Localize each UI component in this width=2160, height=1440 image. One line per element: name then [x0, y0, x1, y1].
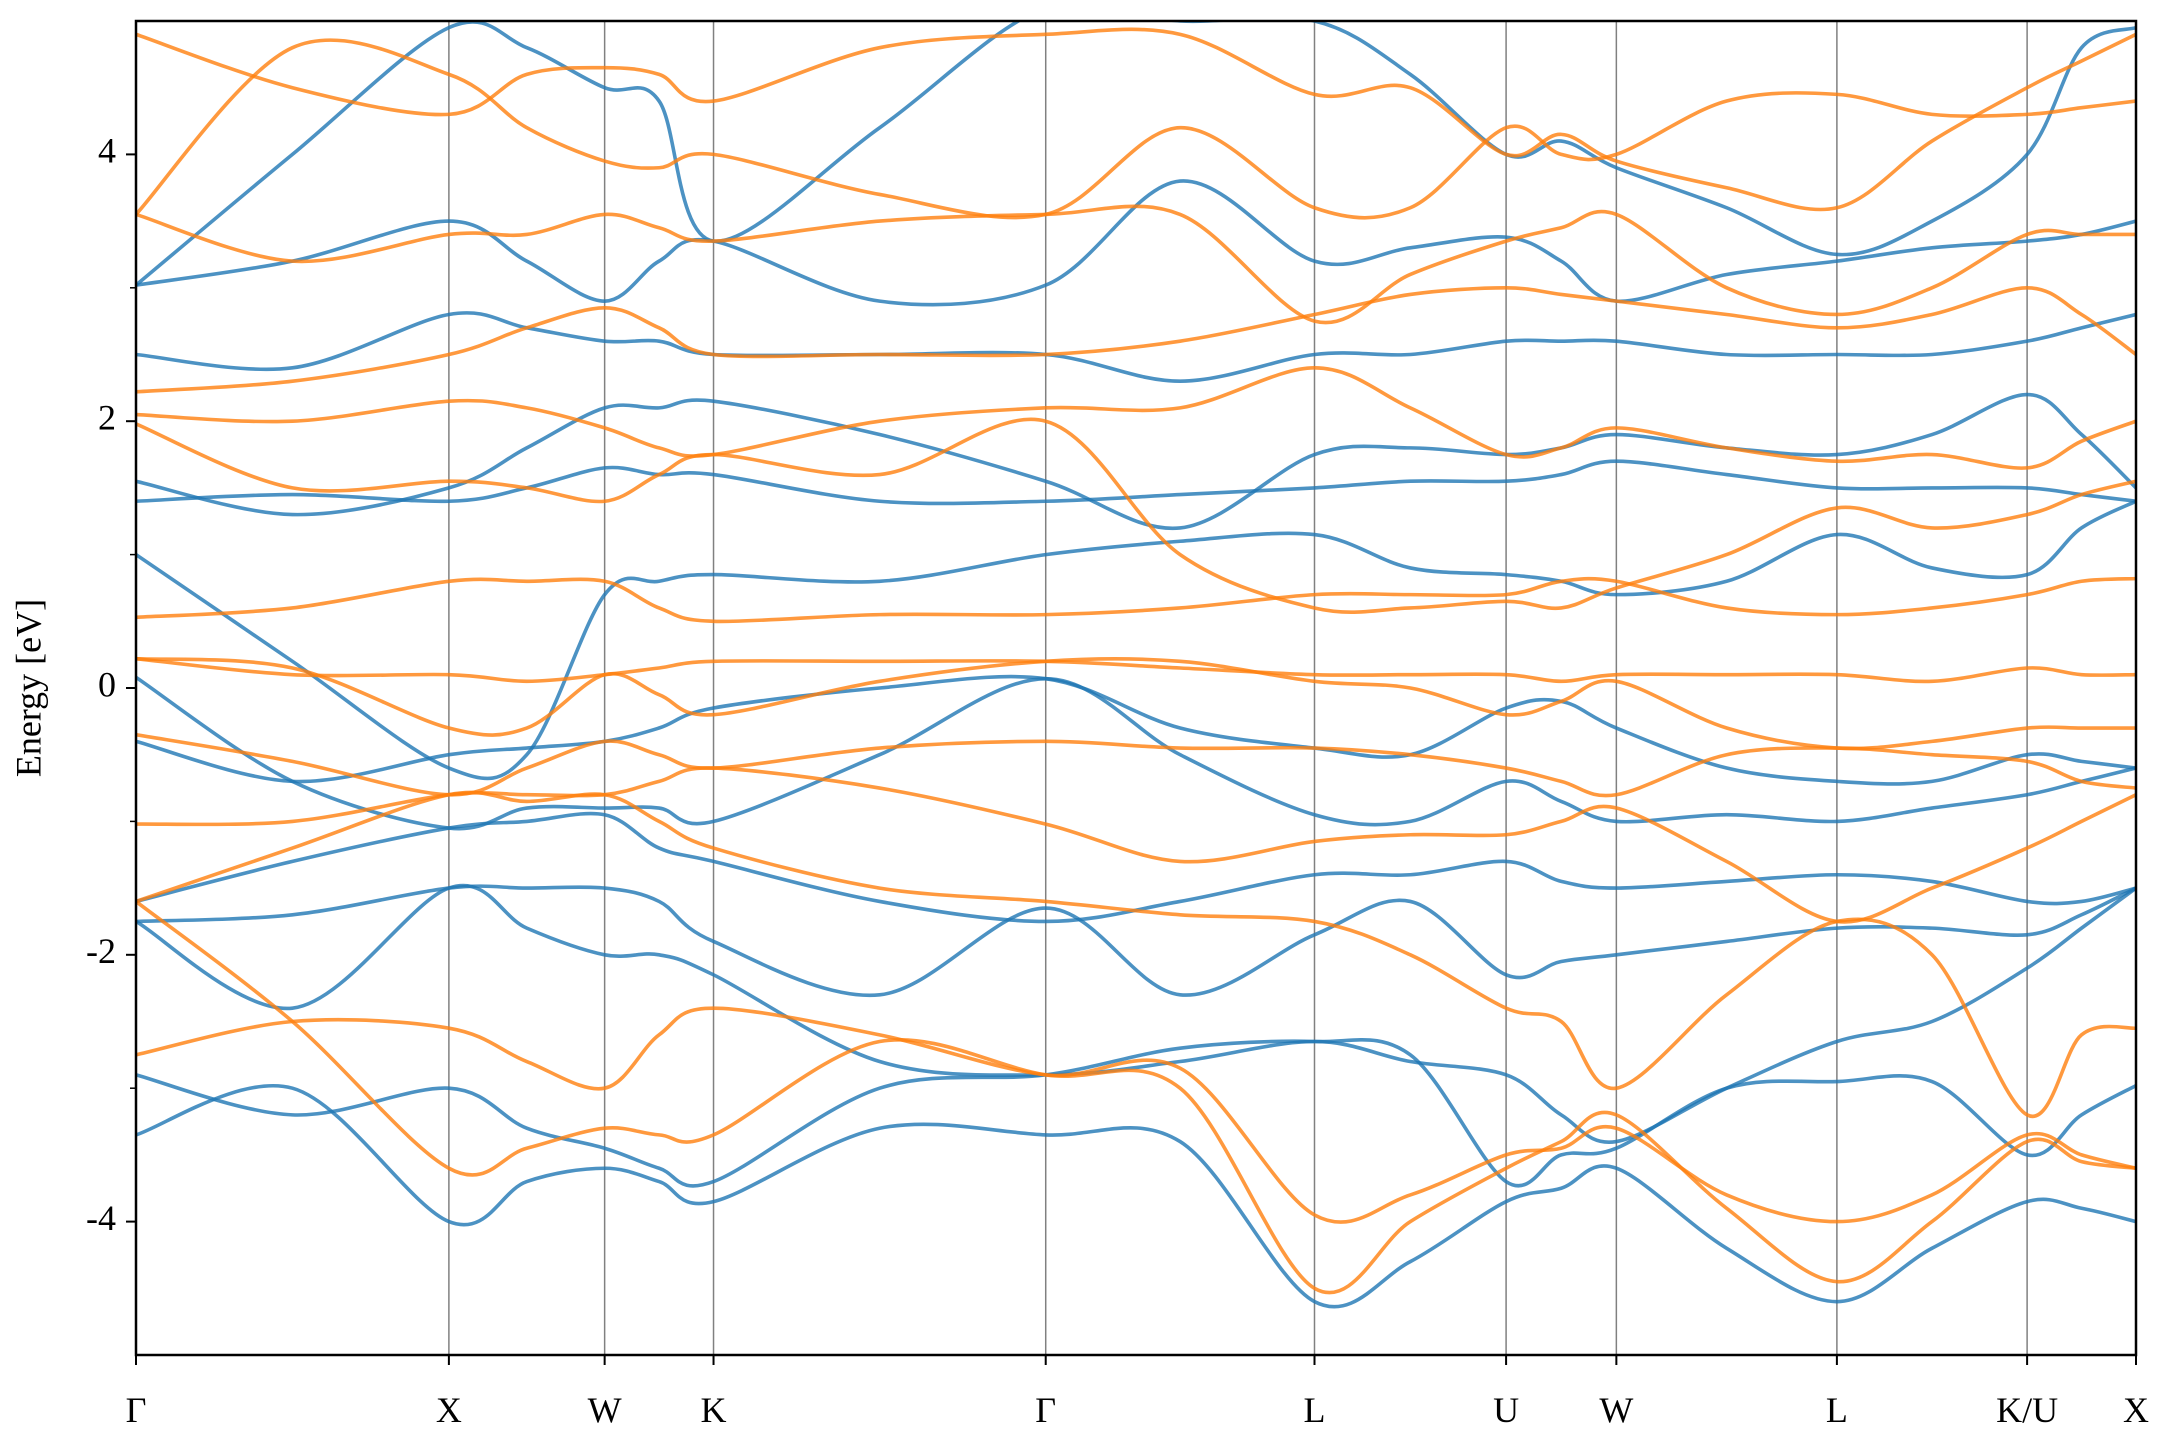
- x-tick-label: X: [436, 1390, 462, 1430]
- band-line: [136, 674, 2136, 786]
- band-line: [136, 417, 2136, 614]
- x-tick-label: L: [1826, 1390, 1848, 1430]
- x-tick-label: X: [2123, 1390, 2149, 1430]
- band-line: [136, 900, 2136, 1295]
- band-line: [136, 675, 2136, 831]
- x-tick-label: W: [1599, 1390, 1633, 1430]
- y-tick-label: 4: [98, 131, 116, 171]
- x-tick-label: K/U: [1996, 1390, 2058, 1430]
- x-tick-label: W: [588, 1390, 622, 1430]
- y-tick-label: 0: [98, 664, 116, 704]
- x-tick-label: U: [1493, 1390, 1519, 1430]
- band-line: [136, 883, 2136, 1144]
- band-line: [136, 27, 2136, 212]
- band-line: [136, 392, 2136, 531]
- band-line: [136, 766, 2136, 924]
- x-tick-label: K: [701, 1390, 727, 1430]
- band-line: [136, 179, 2136, 307]
- band-line: [136, 656, 2136, 751]
- band-line: [136, 576, 2136, 624]
- x-tick-label: Γ: [1035, 1390, 1056, 1430]
- band-line: [136, 21, 2136, 287]
- y-tick-label: -4: [86, 1198, 116, 1238]
- x-tick-label: Γ: [126, 1390, 147, 1430]
- band-line: [136, 1084, 2136, 1309]
- band-line: [136, 811, 2136, 924]
- bands-layer: [136, 21, 2136, 1309]
- y-tick-label: -2: [86, 931, 116, 971]
- band-line: [136, 732, 2136, 798]
- band-line: [136, 1006, 2136, 1224]
- band-line: [136, 204, 2136, 325]
- axes-layer: Γ X W K Γ L U W L K/U X -4 -2 0 2 4: [86, 131, 2149, 1430]
- band-line: [136, 1038, 2136, 1188]
- y-tick-label: 2: [98, 397, 116, 437]
- x-tick-label: L: [1303, 1390, 1325, 1430]
- band-line: [136, 884, 2136, 998]
- y-axis-label: Energy [eV]: [8, 599, 48, 777]
- band-line: [136, 499, 2136, 781]
- band-line: [136, 286, 2136, 394]
- band-line: [136, 656, 2136, 684]
- band-line: [136, 366, 2136, 470]
- band-line: [136, 790, 2136, 1119]
- band-line: [136, 38, 2136, 220]
